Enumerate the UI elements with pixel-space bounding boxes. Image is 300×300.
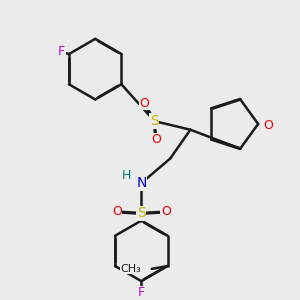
- Text: O: O: [112, 206, 122, 218]
- Text: O: O: [161, 206, 171, 218]
- Text: F: F: [138, 286, 145, 299]
- Text: N: N: [136, 176, 146, 190]
- Text: CH₃: CH₃: [121, 264, 142, 274]
- Text: O: O: [263, 119, 273, 132]
- Text: H: H: [122, 169, 132, 182]
- Text: O: O: [139, 97, 149, 110]
- Text: O: O: [151, 133, 161, 146]
- Text: F: F: [58, 45, 65, 58]
- Text: S: S: [137, 206, 146, 220]
- Text: S: S: [150, 114, 159, 128]
